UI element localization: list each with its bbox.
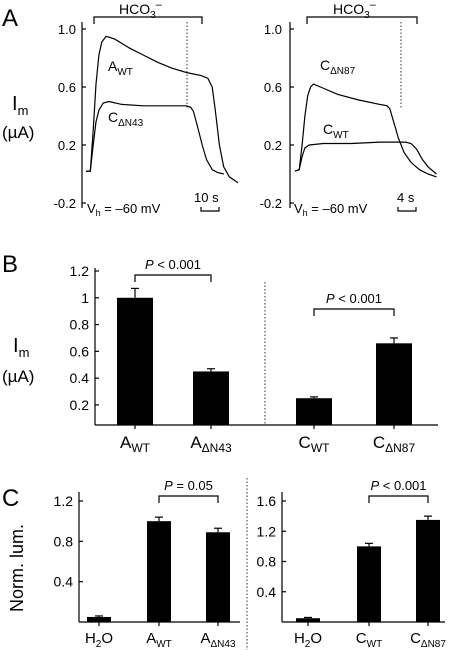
- c1-category-label-2: AWT: [146, 630, 172, 650]
- panel-a-right-hco3-bar: [306, 16, 418, 24]
- c1-significance-bracket-1: [158, 495, 219, 503]
- trace-c-dn87-label: CΔN87: [320, 57, 356, 77]
- panel-a-right-plot: 1.0 0.6 0.2 -0.2 HCO3– CΔN87 CWT Vh = –6…: [260, 0, 437, 218]
- panel-a-left-ytick-3: 0.2: [58, 138, 76, 153]
- c1-bar-3: [206, 532, 230, 622]
- panel-a-left-ytick-1: 1.0: [58, 22, 76, 37]
- b-ytick-label-3: 0.8: [70, 317, 90, 333]
- b-category-label-4: CΔN87: [373, 433, 416, 455]
- c1-category-label-3: AΔN43: [200, 630, 235, 650]
- panel-a-left-hco3-bar: [93, 16, 203, 24]
- b-ytick-label-5: 0.4: [70, 370, 90, 386]
- trace-a-wt: [86, 35, 239, 184]
- c2-ytick-label-1: 1.6: [257, 493, 277, 509]
- c2-bar-1: [296, 618, 320, 622]
- c2-ytick-label-3: 0.8: [257, 554, 277, 570]
- c2-significance-label-1: P < 0.001: [370, 478, 426, 493]
- c2-bar-3: [416, 519, 440, 622]
- c2-category-label-3: CΔN87: [410, 630, 446, 650]
- panel-a-right-time-scale-label: 4 s: [397, 190, 415, 205]
- c1-category-label-1: H2O: [85, 630, 113, 650]
- b-category-label-2: AΔN43: [190, 433, 232, 455]
- trace-a-dn43: [86, 100, 224, 175]
- b-bar-4: [376, 343, 412, 425]
- c1-ytick-label-2: 0.8: [54, 533, 74, 549]
- c2-ytick-label-2: 1.2: [257, 523, 277, 539]
- panel-b-ylabel-unit: (µA): [2, 367, 34, 386]
- panel-a-right-ytick-2: 0.6: [264, 80, 282, 95]
- trace-c-wt-label: CWT: [323, 121, 349, 141]
- panel-a-left-ytick-4: -0.2: [54, 196, 76, 211]
- c1-ytick-label-1: 1.2: [54, 493, 74, 509]
- c2-ytick-label-4: 0.4: [257, 584, 277, 600]
- c1-bar-2: [147, 521, 171, 622]
- c1-bar-1: [87, 616, 111, 622]
- c1-significance-label-1: P = 0.05: [164, 478, 213, 493]
- panel-a-ylabel-sub: m: [18, 103, 29, 118]
- panel-a-ylabel-unit: (µA): [2, 123, 34, 142]
- panel-a-left-ytick-2: 0.6: [58, 80, 76, 95]
- panel-a-right-time-scale-bar: [397, 207, 417, 212]
- panel-b: Im (µA) 1.2 1 0.8 0.6 0.4 0.2 P < 0.001 P < 0.…: [2, 257, 438, 455]
- panel-a-y-label: Im (µA): [2, 93, 34, 142]
- panel-a-ylabel-main: I: [12, 93, 18, 115]
- panel-b-ylabel: Im: [13, 335, 29, 360]
- c2-category-label-1: H2O: [294, 630, 322, 650]
- b-ytick-label-1: 1.2: [70, 263, 90, 279]
- panel-a-left-hco3-label: HCO3–: [119, 0, 163, 21]
- b-ytick-label-6: 0.2: [70, 397, 90, 413]
- panel-a-right-vh-label: Vh = –60 mV: [294, 201, 368, 218]
- b-bar-3: [296, 398, 332, 425]
- trace-a-dn43-label: CΔN43: [108, 109, 144, 129]
- b-significance-bracket-2: [313, 308, 395, 316]
- c2-bar-2: [357, 546, 381, 622]
- b-significance-label-1: P < 0.001: [145, 257, 201, 272]
- panel-c-ylabel: Norm. lum.: [7, 524, 27, 612]
- c1-ytick-label-3: 0.4: [54, 574, 74, 590]
- trace-a-wt-label: AWT: [108, 58, 133, 78]
- panel-a-left-time-scale-bar: [200, 207, 220, 212]
- b-significance-label-2: P < 0.001: [326, 291, 382, 306]
- trace-c-wt: [294, 141, 437, 175]
- panel-a-left-time-scale-label: 10 s: [194, 190, 219, 205]
- panel-a-right-ytick-4: -0.2: [260, 196, 282, 211]
- b-category-label-3: CWT: [299, 433, 331, 455]
- b-bar-1: [117, 297, 153, 425]
- panel-a-right-hco3-label: HCO3–: [333, 0, 377, 21]
- panel-label-c: C: [2, 485, 19, 512]
- b-category-label-1: AWT: [120, 433, 151, 455]
- b-ytick-label-4: 0.6: [70, 343, 90, 359]
- panel-a-left-plot: 1.0 0.6 0.2 -0.2 HCO3– AWT CΔN43 Vh = –6…: [54, 0, 239, 218]
- panel-a-right-ytick-1: 1.0: [264, 22, 282, 37]
- panel-label-b: B: [2, 251, 18, 278]
- panel-a-right-ytick-3: 0.2: [264, 138, 282, 153]
- c2-category-label-2: CWT: [356, 630, 382, 650]
- panel-a-left-vh-label: Vh = –60 mV: [87, 201, 161, 218]
- b-bar-2: [193, 371, 229, 425]
- c2-significance-bracket-1: [368, 495, 429, 503]
- b-ytick-label-2: 1: [81, 290, 89, 306]
- b-significance-bracket-1: [134, 274, 212, 282]
- panel-label-a: A: [2, 5, 18, 32]
- svg-text:Im: Im: [12, 93, 28, 118]
- trace-c-dn87: [294, 83, 437, 178]
